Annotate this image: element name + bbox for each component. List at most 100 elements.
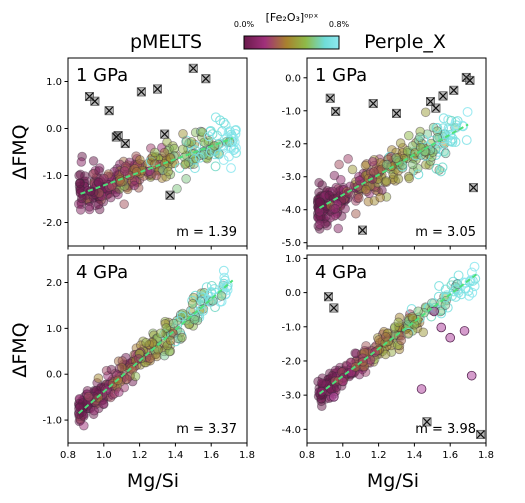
data-point: [350, 348, 361, 358]
panel-pressure-label: 4 GPa: [76, 262, 128, 283]
data-point: [150, 147, 160, 158]
data-point: [219, 272, 230, 283]
data-point: [88, 156, 99, 166]
axes-frame: [306, 57, 487, 247]
y-tick-label: -4.0: [281, 425, 301, 436]
data-point: [172, 183, 182, 194]
data-point: [440, 148, 451, 159]
data-point: [418, 327, 429, 338]
data-point: [432, 122, 443, 133]
outlier-marker: [165, 190, 175, 200]
data-point: [450, 137, 461, 147]
panel-pressure-label: 1 GPa: [76, 65, 128, 86]
data-point: [444, 125, 455, 135]
y-tick-label: -2.0: [42, 218, 62, 229]
data-point: [396, 335, 407, 346]
data-point: [440, 300, 451, 310]
data-point: [119, 166, 130, 176]
data-point: [218, 155, 229, 166]
data-point: [336, 174, 346, 185]
data-point: [206, 286, 217, 297]
data-point: [333, 223, 344, 234]
data-point: [111, 187, 121, 198]
data-point: [222, 136, 233, 147]
fit-line: [80, 137, 234, 195]
outlier-marker: [153, 84, 163, 94]
data-point: [331, 382, 342, 393]
y-tick-label: -1.0: [42, 416, 62, 427]
data-point: [75, 205, 86, 215]
data-point: [189, 314, 200, 325]
data-point: [145, 353, 155, 364]
y-tick-label: 1.0: [285, 254, 301, 265]
plot-area: [74, 63, 241, 215]
slope-label: m = 3.05: [415, 225, 476, 240]
data-point: [316, 378, 327, 388]
data-point: [469, 261, 480, 272]
y-tick-label: 2.0: [46, 278, 62, 289]
data-point: [203, 131, 214, 142]
data-point: [163, 166, 173, 177]
y-tick-label: -3.0: [281, 391, 301, 402]
data-point: [93, 199, 104, 210]
data-point: [413, 306, 423, 317]
panel-perplex-4gpa: 0.8 1.0 1.2 1.4 1.6 1.8 -4.0 -3.0 -2.0 -1.0 0.0 1.0…: [281, 254, 493, 461]
x-tick-label: 1.0: [335, 450, 351, 461]
slope-label: m = 1.39: [176, 225, 237, 240]
col-title-perplex: Perple_X: [364, 31, 446, 53]
data-point: [216, 291, 227, 301]
data-point: [391, 153, 401, 163]
data-point: [187, 299, 198, 309]
y-tick-label: 1.0: [46, 324, 62, 335]
x-tick-label: 1.4: [406, 450, 422, 461]
y-tick-label: -1.0: [42, 171, 62, 182]
data-point: [343, 154, 353, 164]
data-point: [130, 371, 141, 382]
data-point: [330, 204, 341, 214]
data-point: [464, 290, 475, 301]
data-point: [434, 281, 445, 291]
data-point: [119, 199, 129, 209]
ylabel-bottom: ΔFMQ: [9, 322, 31, 377]
data-point: [83, 391, 94, 402]
y-tick-label: 0.0: [46, 370, 62, 381]
data-point: [76, 193, 87, 204]
data-point: [453, 270, 464, 281]
data-point: [229, 136, 240, 147]
data-point: [223, 151, 234, 162]
outlier-marker: [449, 85, 459, 95]
plot-area: [73, 265, 234, 431]
outlier-marker: [368, 99, 378, 109]
data-point: [459, 277, 470, 288]
data-point: [222, 282, 233, 292]
y-tick-label: 0.0: [285, 73, 301, 84]
data-point: [194, 152, 205, 163]
outlier-marker: [391, 108, 401, 118]
data-point: [181, 137, 191, 147]
data-point: [324, 190, 335, 201]
data-point: [181, 174, 191, 184]
data-point: [76, 157, 87, 167]
axes-frame: [306, 254, 487, 444]
data-point: [74, 170, 84, 181]
slope-label: m = 3.98: [415, 422, 476, 437]
outlier-marker: [90, 96, 100, 106]
data-point: [329, 170, 340, 181]
outlier-marker: [188, 63, 198, 73]
data-point-outlier: [329, 392, 339, 402]
data-point: [375, 192, 386, 203]
data-point: [393, 317, 404, 328]
y-tick-label: -1.0: [281, 106, 301, 117]
outlier-marker: [104, 106, 114, 116]
data-point: [314, 206, 325, 217]
outlier-marker: [357, 225, 367, 235]
outlier-marker: [329, 303, 339, 313]
data-point: [393, 174, 404, 184]
data-point: [94, 177, 104, 188]
data-point: [159, 147, 170, 158]
data-point: [446, 115, 457, 126]
outlier-marker: [468, 183, 478, 193]
data-point: [334, 159, 344, 170]
data-point: [381, 159, 392, 170]
data-point: [151, 170, 162, 181]
